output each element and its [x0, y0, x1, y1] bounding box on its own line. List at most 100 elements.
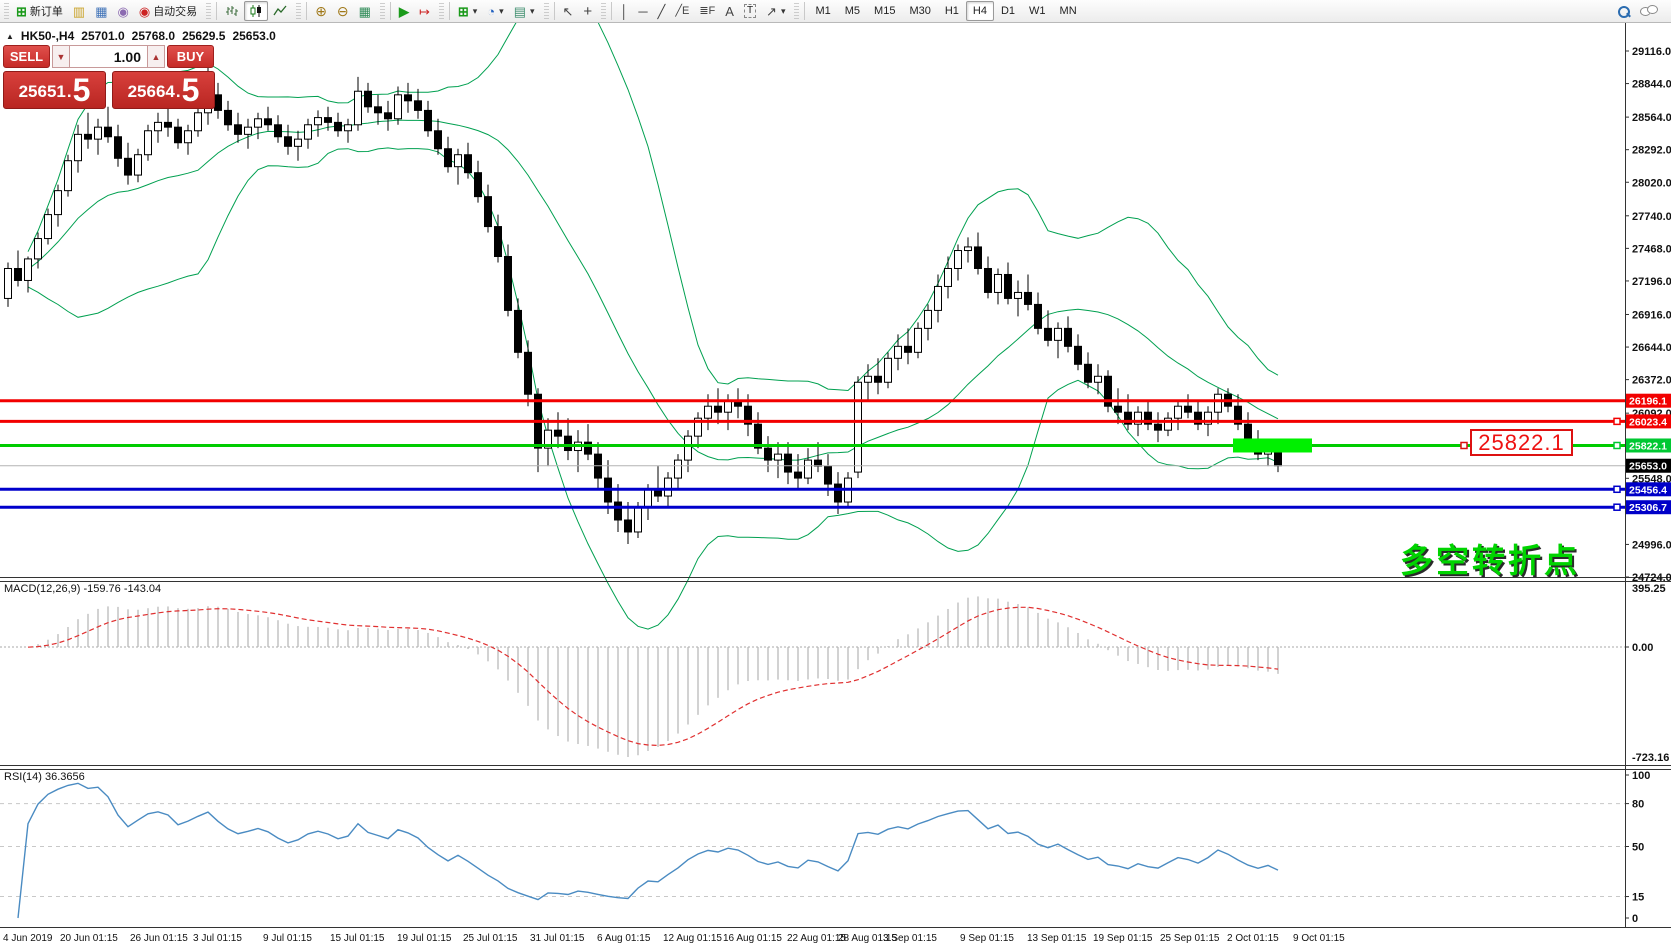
tile-windows-button[interactable]: ▦ [354, 1, 376, 21]
macd-indicator-label: MACD(12,26,9) -159.76 -143.04 [4, 583, 162, 595]
crosshair-button[interactable]: + [578, 1, 597, 21]
autotrade-label: 自动交易 [153, 6, 198, 18]
label-tool-icon: T [743, 4, 757, 18]
svg-text:80: 80 [1632, 799, 1644, 811]
auto-scroll-button[interactable]: ▶ [394, 1, 414, 21]
equidistant-channel-button[interactable]: ╱E [670, 1, 694, 21]
arrows-tool-button[interactable]: ↗ ▾ [761, 1, 790, 21]
sell-price-display[interactable]: 25651. 5 [3, 71, 106, 109]
svg-text:26644.0: 26644.0 [1632, 342, 1671, 354]
svg-text:28292.0: 28292.0 [1632, 145, 1671, 157]
timeframe-group: M1 M5 M15 M30 H1 H4 D1 W1 MN [808, 1, 1083, 21]
collapse-icon[interactable]: ▲ [6, 31, 14, 41]
dropdown-caret-icon: ▾ [780, 5, 786, 16]
volume-input[interactable] [70, 45, 147, 68]
line-chart-button[interactable] [268, 1, 292, 21]
timeframe-m5-button[interactable]: M5 [844, 5, 861, 17]
cursor-button[interactable]: ↖ [558, 1, 579, 21]
timeframe-mn-button[interactable]: MN [1059, 5, 1077, 17]
svg-text:3 Jul 01:15: 3 Jul 01:15 [193, 933, 242, 944]
svg-text:15: 15 [1632, 892, 1644, 904]
svg-text:0: 0 [1632, 913, 1638, 925]
price-callout-label[interactable]: 25822.1 [1470, 429, 1573, 456]
symbol-period: HK50-,H4 [20, 29, 75, 43]
toolbar-grip [4, 3, 9, 19]
trendline-icon: ╱ [657, 3, 666, 19]
sell-button[interactable]: SELL [3, 45, 50, 68]
market-watch-icon: ▥ [72, 3, 86, 19]
search-button[interactable] [1612, 1, 1635, 21]
svg-text:100: 100 [1632, 770, 1650, 782]
candlestick-chart-button[interactable] [244, 1, 269, 21]
svg-text:19 Sep 01:15: 19 Sep 01:15 [1093, 933, 1153, 944]
svg-text:25306.7: 25306.7 [1629, 502, 1667, 514]
signals-button[interactable]: ◉ [113, 1, 134, 21]
templates-button[interactable]: ▤ ▾ [509, 1, 540, 21]
dropdown-caret-icon: ▾ [529, 5, 535, 16]
dropdown-caret-icon: ▾ [472, 5, 478, 16]
candlestick-chart-icon [250, 5, 262, 17]
chart-shift-button[interactable]: ↦ [414, 1, 435, 21]
timeframe-m15-button[interactable]: M15 [874, 5, 896, 17]
ohlc-high: 25768.0 [131, 29, 176, 43]
svg-text:26023.4: 26023.4 [1629, 416, 1667, 428]
buy-button[interactable]: BUY [167, 45, 214, 68]
bar-chart-button[interactable] [220, 1, 244, 21]
horizontal-line-button[interactable]: ─ [633, 1, 652, 21]
ohlc-close: 25653.0 [232, 29, 276, 43]
volume-decrease-button[interactable]: ▼ [52, 45, 70, 68]
svg-text:6 Aug 01:15: 6 Aug 01:15 [597, 933, 651, 944]
market-watch-button[interactable]: ▥ [68, 1, 90, 21]
timeframe-m1-button[interactable]: M1 [815, 5, 831, 17]
trendline-button[interactable]: ╱ [653, 1, 671, 21]
svg-text:2 Oct 01:15: 2 Oct 01:15 [1227, 933, 1279, 944]
zoom-in-icon: ⊕ [315, 2, 327, 19]
volume-increase-button[interactable]: ▲ [147, 45, 165, 68]
navigator-icon: ▦ [95, 3, 108, 19]
vertical-line-icon: │ [620, 3, 629, 19]
sell-price-main: 25651 [18, 82, 66, 101]
svg-text:395.25: 395.25 [1632, 583, 1666, 595]
buy-price-display[interactable]: 25664. 5 [112, 71, 215, 109]
svg-text:28020.0: 28020.0 [1632, 177, 1671, 189]
svg-text:12 Aug 01:15: 12 Aug 01:15 [663, 933, 722, 944]
chat-button[interactable] [1635, 1, 1663, 21]
timeframe-h1-button[interactable]: H1 [944, 5, 959, 17]
timeframe-m30-button[interactable]: M30 [909, 5, 931, 17]
svg-text:24996.0: 24996.0 [1632, 539, 1671, 551]
fibonacci-button[interactable]: ≣F [694, 1, 720, 21]
svg-text:25 Sep 01:15: 25 Sep 01:15 [1160, 933, 1220, 944]
vertical-line-button[interactable]: │ [615, 1, 633, 21]
main-toolbar: ⊞ 新订单 ▥ ▦ ◉ ◉ 自动交易 [0, 0, 1671, 23]
fibonacci-icon: ≣F [699, 4, 716, 17]
dropdown-caret-icon: ▾ [499, 5, 504, 16]
cursor-icon: ↖ [562, 3, 574, 19]
svg-text:27196.0: 27196.0 [1632, 276, 1671, 288]
new-order-button[interactable]: ⊞ 新订单 [11, 1, 68, 21]
templates-icon: ▤ [513, 3, 526, 19]
svg-text:15 Jul 01:15: 15 Jul 01:15 [330, 933, 385, 944]
svg-text:16 Aug 01:15: 16 Aug 01:15 [723, 933, 782, 944]
label-tool-button[interactable]: T [739, 1, 761, 21]
volume-stepper: ▼ ▲ [52, 45, 165, 68]
svg-text:50: 50 [1632, 842, 1644, 854]
autotrade-button[interactable]: ◉ 自动交易 [134, 1, 202, 21]
zoom-in-button[interactable]: ⊕ [310, 1, 332, 21]
text-tool-button[interactable]: A [720, 1, 739, 21]
rsi-indicator-label: RSI(14) 36.3656 [4, 771, 85, 783]
buy-price-pips: 5 [181, 72, 200, 108]
navigator-button[interactable]: ▦ [90, 1, 112, 21]
zoom-out-button[interactable]: ⊖ [332, 1, 354, 21]
periods-button[interactable]: ◔ ▾ [482, 1, 508, 21]
svg-text:0.00: 0.00 [1632, 642, 1653, 654]
bar-chart-icon [226, 6, 239, 16]
timeframe-w1-button[interactable]: W1 [1029, 5, 1046, 17]
time-axis[interactable] [0, 929, 1671, 948]
equidistant-channel-icon: ╱E [675, 4, 690, 17]
timeframe-d1-button[interactable]: D1 [1000, 5, 1016, 17]
timeframe-h4-button[interactable]: H4 [965, 1, 994, 21]
indicators-button[interactable]: ⊞ ▾ [453, 1, 482, 21]
svg-text:3 Sep 01:15: 3 Sep 01:15 [883, 933, 937, 944]
